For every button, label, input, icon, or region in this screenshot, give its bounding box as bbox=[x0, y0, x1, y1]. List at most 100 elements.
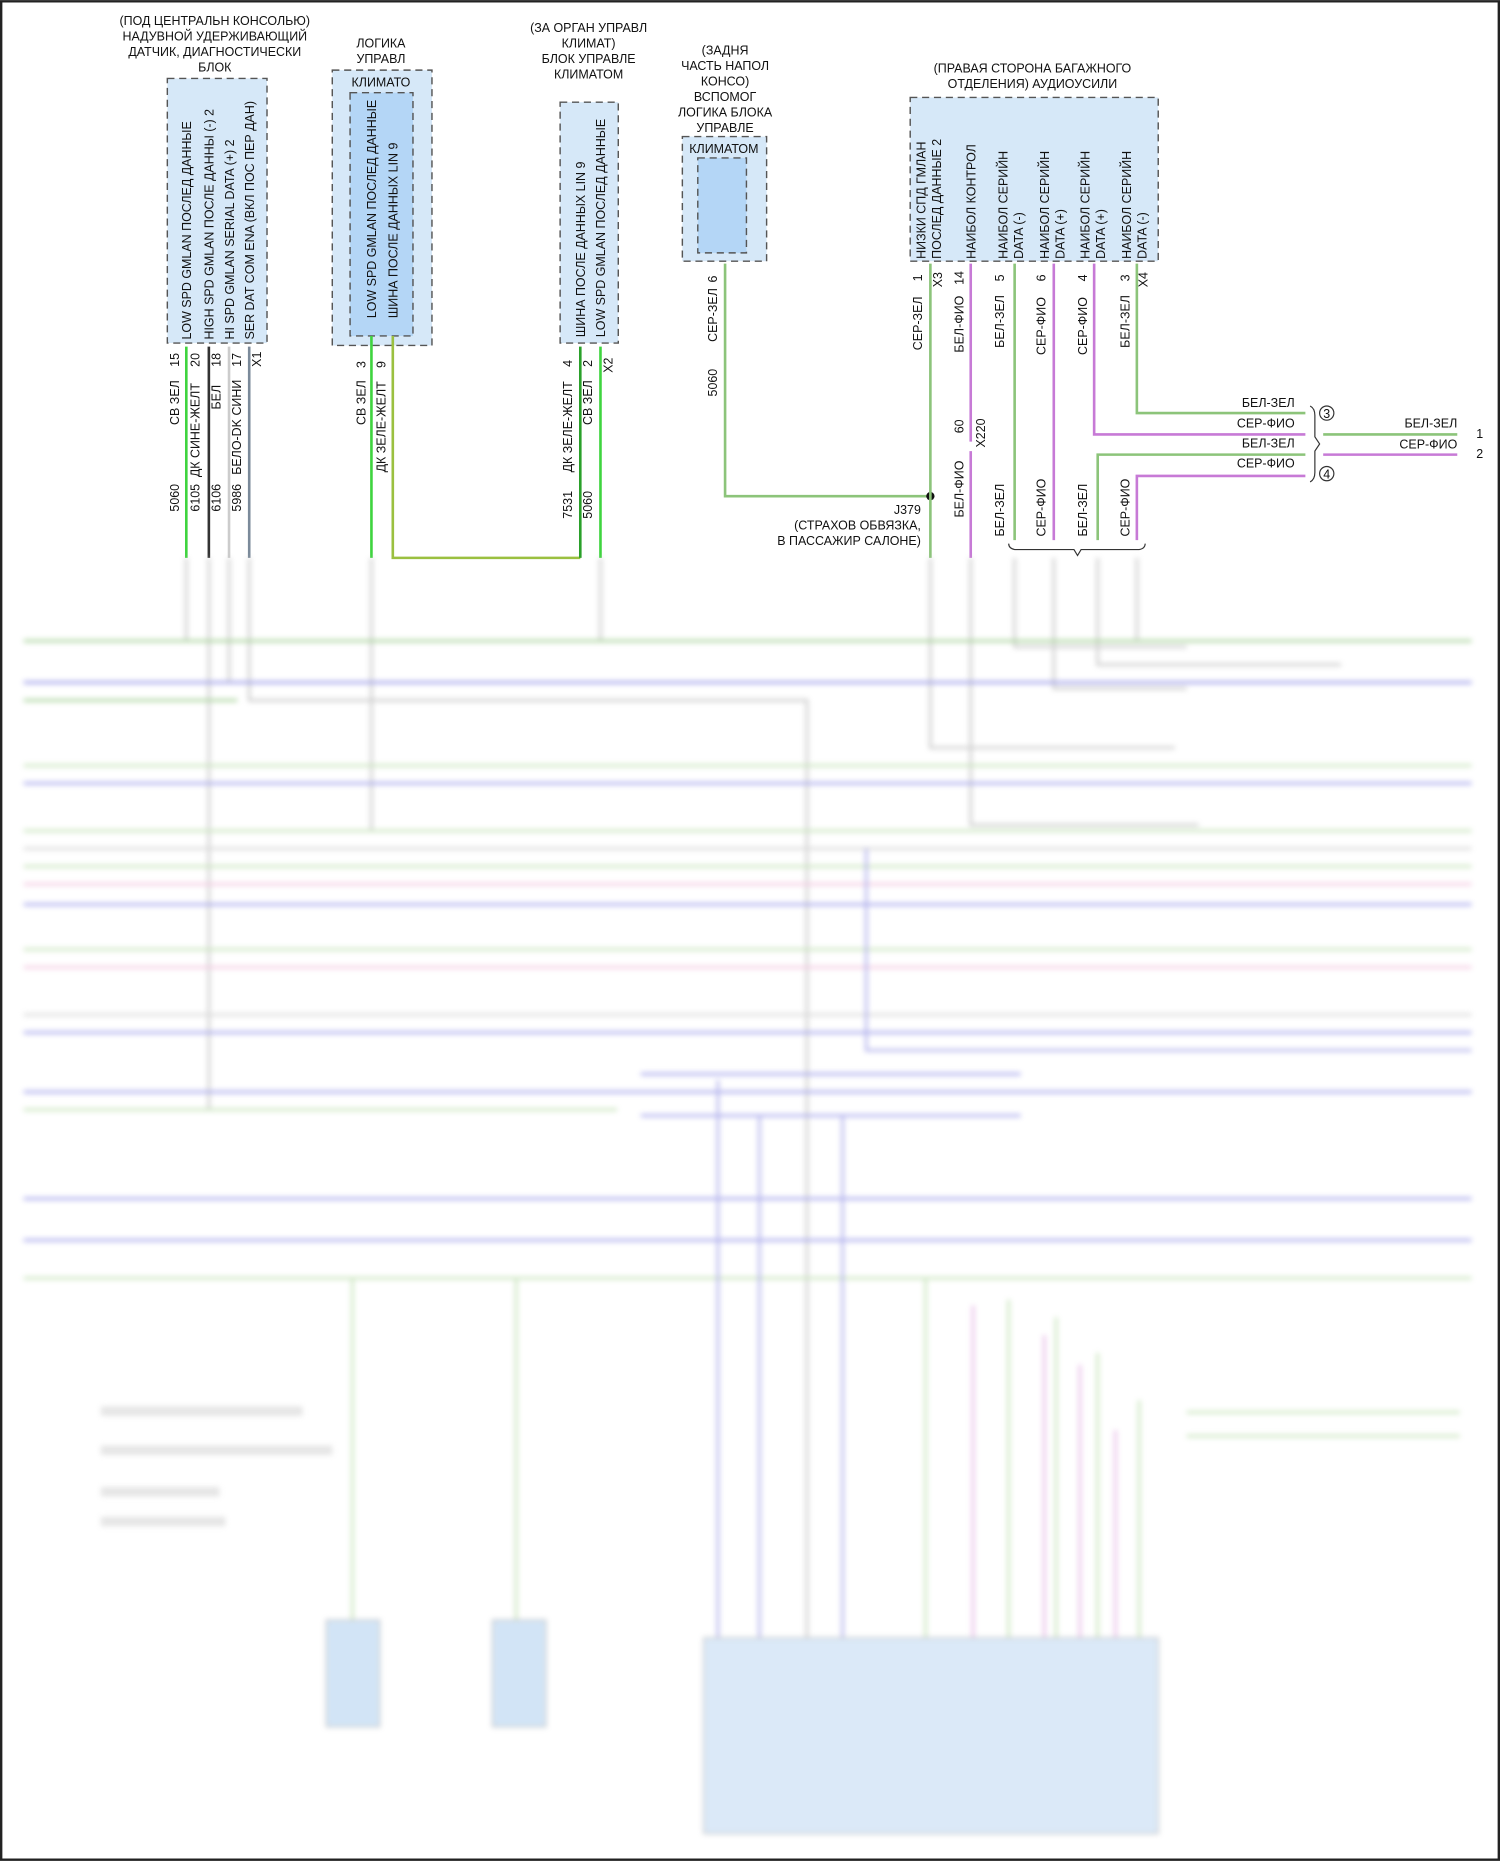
wire-color: БЕЛ-ЗЕЛ bbox=[993, 484, 1007, 537]
pin-number: 6 bbox=[1034, 274, 1048, 281]
module1-title-2: НАДУВНОЙ УДЕРЖИВАЮЩИЙ bbox=[122, 28, 307, 43]
wire-color: БЕЛ-ФИО bbox=[953, 295, 967, 352]
inline-connector: X220 bbox=[974, 418, 988, 447]
wire-color: СЕР-ФИО bbox=[1119, 478, 1133, 536]
wire-color: БЕЛ bbox=[210, 385, 224, 410]
pin-number: 3 bbox=[1119, 274, 1133, 281]
circuit-number: 5060 bbox=[168, 484, 182, 512]
bundle-pin: 1 bbox=[1476, 427, 1483, 441]
wire-color: БЕЛ-ЗЕЛ bbox=[993, 295, 1007, 348]
bundle-pin: 2 bbox=[1476, 447, 1483, 461]
module1-title-3: ДАТЧИК, ДИАГНОСТИЧЕСКИ bbox=[128, 45, 301, 59]
bundle-label: СЕР-ФИО bbox=[1237, 457, 1295, 471]
module4-inner-box bbox=[697, 157, 748, 254]
pin-function: HI SPD GMLAN SERIAL DATA (+) 2 bbox=[223, 139, 237, 339]
circuit-number: 6105 bbox=[188, 484, 202, 512]
wire-color: СЕР-ФИО bbox=[1034, 297, 1048, 355]
pin-function: ШИНА ПОСЛЕ ДАННЫХ LIN 9 bbox=[574, 162, 588, 338]
wire-color: СЕР-ЗЕЛ bbox=[706, 288, 720, 342]
marker-circle bbox=[1319, 405, 1335, 421]
pin-number: 18 bbox=[210, 353, 224, 367]
wire-color: БЕЛ-ФИО bbox=[953, 460, 967, 517]
wire-color: СЕР-ФИО bbox=[1076, 297, 1090, 355]
module3-title-4: КЛИМАТОМ bbox=[554, 67, 623, 81]
splice-id: J379 bbox=[894, 503, 921, 517]
pin-number: 4 bbox=[561, 360, 575, 367]
bottom-brace bbox=[1008, 543, 1146, 557]
module1-title-4: БЛОК bbox=[198, 60, 232, 74]
pin-function: LOW SPD GMLAN ПОСЛЕД ДАННЫЕ bbox=[180, 121, 194, 339]
module2-inner-label: КЛИМАТО bbox=[352, 76, 411, 90]
pin-function: НАИБОЛ СЕРИЙН bbox=[1037, 151, 1052, 259]
pin-number: 20 bbox=[188, 353, 202, 367]
connector-id: X3 bbox=[931, 272, 945, 287]
circuit-number: 6106 bbox=[210, 484, 224, 512]
blurred-lower-diagram bbox=[23, 557, 1472, 1835]
module2-inner-box bbox=[349, 91, 414, 337]
pin-number: 17 bbox=[230, 353, 244, 367]
module4-title-5: ЛОГИКА БЛОКА bbox=[678, 105, 773, 119]
pin-number: 3 bbox=[355, 361, 369, 368]
wire-color: БЕЛ-ЗЕЛ bbox=[1076, 484, 1090, 537]
pin-number: 15 bbox=[168, 353, 182, 367]
module5-title-1: (ПРАВАЯ СТОРОНА БАГАЖНОГО bbox=[934, 62, 1132, 76]
module-aux-climate: (ЗАДНЯ ЧАСТЬ НАПОЛ КОНСО) ВСПОМОГ ЛОГИКА… bbox=[678, 44, 931, 498]
twisted-pair-bundle: БЕЛ-ЗЕЛ СЕР-ФИО БЕЛ-ЗЕЛ СЕР-ФИО 3 4 БЕЛ-… bbox=[1237, 396, 1483, 483]
module2-title-1: ЛОГИКА bbox=[356, 37, 406, 51]
bundle-brace bbox=[1309, 405, 1321, 483]
connector-id: X4 bbox=[1137, 272, 1151, 287]
module3-title-3: БЛОК УПРАВЛЕ bbox=[542, 52, 636, 66]
circuit-number: 7531 bbox=[561, 491, 575, 519]
wire-color: ДК ЗЕЛЕ-ЖЕЛТ bbox=[375, 381, 389, 473]
pin-function: НАИБОЛ СЕРИЙН bbox=[1077, 151, 1092, 259]
module4-title-4: ВСПОМОГ bbox=[694, 90, 757, 104]
module1-box bbox=[166, 77, 268, 344]
bundle-label: БЕЛ-ЗЕЛ bbox=[1242, 396, 1295, 410]
pin-number: 1 bbox=[911, 274, 925, 281]
module1-title-1: (ПОД ЦЕНТРАЛЬН КОНСОЛЬЮ) bbox=[120, 14, 311, 28]
pin-function: НАИБОЛ КОНТРОЛ bbox=[964, 144, 978, 259]
module-airbag-sensor: (ПОД ЦЕНТРАЛЬН КОНСОЛЬЮ) НАДУВНОЙ УДЕРЖИ… bbox=[120, 14, 311, 558]
splice-location-2: В ПАССАЖИР САЛОНЕ) bbox=[777, 534, 921, 548]
wire-5060 bbox=[723, 263, 931, 498]
bundle-label: БЕЛ-ЗЕЛ bbox=[1242, 437, 1295, 451]
bundle-label: СЕР-ФИО bbox=[1237, 416, 1295, 430]
module4-title-3: КОНСО) bbox=[701, 75, 749, 89]
connector-id: X2 bbox=[601, 357, 615, 372]
wire-color: СВ ЗЕЛ bbox=[168, 380, 182, 425]
wire-color: СВ ЗЕЛ bbox=[581, 380, 595, 425]
module4-inner-label: КЛИМАТОМ bbox=[689, 142, 758, 156]
pin-number: 6 bbox=[706, 276, 720, 283]
wire-lower-magenta bbox=[1135, 474, 1306, 541]
pin-function: НАИБОЛ СЕРИЙН bbox=[1119, 151, 1134, 259]
wire-color: БЕЛО-DK СИНИ bbox=[230, 380, 244, 475]
pin-function: DATA (-) bbox=[1012, 212, 1026, 259]
module-climate-control: (ЗА ОРГАН УПРАВЛ КЛИМАТ) БЛОК УПРАВЛЕ КЛ… bbox=[530, 21, 647, 558]
wire-color: ДК ЗЕЛЕ-ЖЕЛТ bbox=[561, 381, 575, 473]
wire-pin3 bbox=[1135, 263, 1306, 415]
splice-j379: J379 (СТРАХОВ ОБВЯЗКА, В ПАССАЖИР САЛОНЕ… bbox=[777, 492, 935, 548]
splice-location-1: (СТРАХОВ ОБВЯЗКА, bbox=[794, 518, 921, 532]
pin-function: LOW SPD GMLAN ПОСЛЕД ДАННЫЕ bbox=[594, 119, 608, 337]
marker-number: 4 bbox=[1323, 467, 1330, 481]
module-climate-logic: ЛОГИКА УПРАВЛ КЛИМАТО LOW SPD GMLAN ПОСЛ… bbox=[331, 37, 581, 560]
module3-title-1: (ЗА ОРГАН УПРАВЛ bbox=[530, 21, 647, 35]
module3-box bbox=[559, 101, 619, 344]
wire-color: ДК СИНЕ-ЖЕЛТ bbox=[188, 383, 202, 478]
bundle-right-label: СЕР-ФИО bbox=[1399, 438, 1457, 452]
pin-number: 9 bbox=[375, 361, 389, 368]
wire-color: СЕР-ФИО bbox=[1034, 478, 1048, 536]
module4-title-6: УПРАВЛЕ bbox=[696, 121, 753, 135]
module4-title-1: (ЗАДНЯ bbox=[702, 44, 749, 58]
circuit-number: 5060 bbox=[706, 369, 720, 397]
wire-color: СЕР-ЗЕЛ bbox=[911, 296, 925, 350]
pin-function: DATA (+) bbox=[1094, 209, 1108, 259]
inline-pin: 60 bbox=[953, 419, 967, 433]
marker-circle bbox=[1319, 465, 1335, 482]
wire-color: СВ ЗЕЛ bbox=[355, 380, 369, 425]
circuit-number: 5060 bbox=[581, 491, 595, 519]
pin-function: DATA (+) bbox=[1053, 209, 1067, 259]
wire-lower-green bbox=[1096, 453, 1306, 541]
